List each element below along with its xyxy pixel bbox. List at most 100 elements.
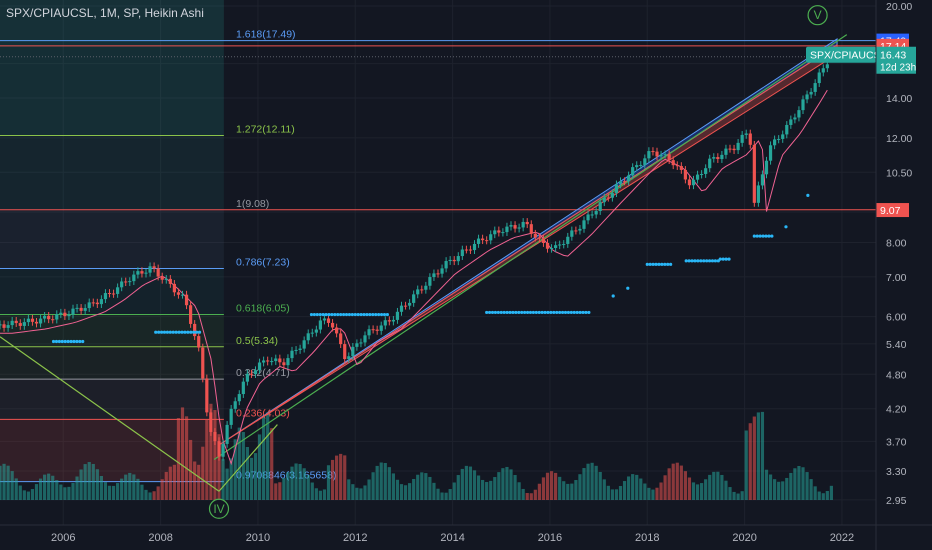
price-axis [876,0,932,550]
volume-bar [201,446,205,500]
candle-body [476,238,481,244]
candle-body [136,271,140,275]
volume-bar [476,475,481,500]
volume-bar [720,474,724,500]
candle-body [278,358,282,363]
candle-body [371,329,375,331]
candle-body [448,259,452,262]
symbol-badge-label: SPX/CPIAUCSL [810,50,887,62]
candle-body [675,165,679,167]
candle-body [116,287,120,294]
candle-body [785,124,789,135]
candle-body [440,268,444,274]
volume-bar [355,487,359,500]
volume-bar [683,471,687,500]
support-dot [552,310,556,315]
candle-body [197,336,201,348]
volume-bar [63,487,67,500]
candle-body [91,302,95,304]
volume-bar [578,474,582,500]
support-dot [159,330,164,334]
volume-bar [760,411,765,500]
volume-bar [485,482,489,500]
candle-body [221,443,225,457]
x-tick-label: 2006 [51,532,75,544]
candle-body [124,281,128,283]
support-dot [505,310,509,315]
volume-bar [152,491,156,500]
support-dot [69,339,73,344]
volume-bar [781,481,785,500]
support-dot [558,310,562,315]
candle-body [355,343,359,347]
support-dot [327,312,331,317]
support-dot [192,330,196,334]
support-dot [699,259,703,263]
volume-bar [156,486,160,500]
support-dot [54,339,59,344]
volume-bar [225,468,229,500]
support-dot [341,312,346,317]
support-dot [569,310,573,315]
candle-body [22,322,26,326]
candle-body [505,226,509,233]
support-dot [60,339,64,344]
candle-body [805,94,809,100]
volume-bar [132,474,136,500]
volume-bar [598,471,602,500]
support-dot [584,310,588,315]
candle-body [160,276,164,280]
candle-body [347,356,351,360]
candle-body [140,271,144,274]
support-dot [520,310,524,315]
chart-header-title: SPX/CPIAUCSL, 1M, SP, Heikin Ashi [6,6,204,20]
volume-bar [351,484,355,500]
volume-bar [217,434,221,500]
volume-bar [213,410,217,500]
volume-bar [75,476,79,500]
volume-bar [614,489,619,500]
volume-bar [286,472,290,500]
support-dot [339,312,343,317]
volume-bar [245,446,249,500]
support-dot [174,330,178,334]
candle-body [797,110,801,118]
candle-body [38,318,43,324]
y-tick-label: 5.40 [886,339,907,351]
support-dot [710,259,715,263]
volume-bar [55,480,59,500]
candle-body [343,344,347,360]
candle-body [485,240,489,242]
volume-bar [168,466,172,500]
volume-bar [558,476,562,500]
volume-bar [371,472,375,500]
fib-zone [0,209,224,269]
candle-body [229,408,233,425]
support-dot [66,339,70,344]
candle-body [282,362,286,366]
support-dot [312,312,316,317]
support-dot [336,312,340,317]
candle-body [318,320,322,330]
candle-body [107,293,112,295]
candle-body [537,237,541,239]
volume-bar [708,474,712,500]
volume-bar [570,483,574,500]
candle-body [30,318,35,322]
candle-body [294,349,298,351]
candle-body [809,91,813,95]
volume-bar [639,478,643,500]
volume-bar [326,465,331,500]
volume-bar [335,455,339,500]
support-dot [528,310,533,315]
candle-body [639,164,643,166]
volume-bar [627,476,631,500]
volume-bar [541,477,546,500]
support-dot [356,312,360,317]
candle-body [760,174,765,186]
candle-body [549,248,554,250]
support-dot [318,312,322,317]
volume-bar [740,491,744,500]
support-dot [177,330,181,334]
